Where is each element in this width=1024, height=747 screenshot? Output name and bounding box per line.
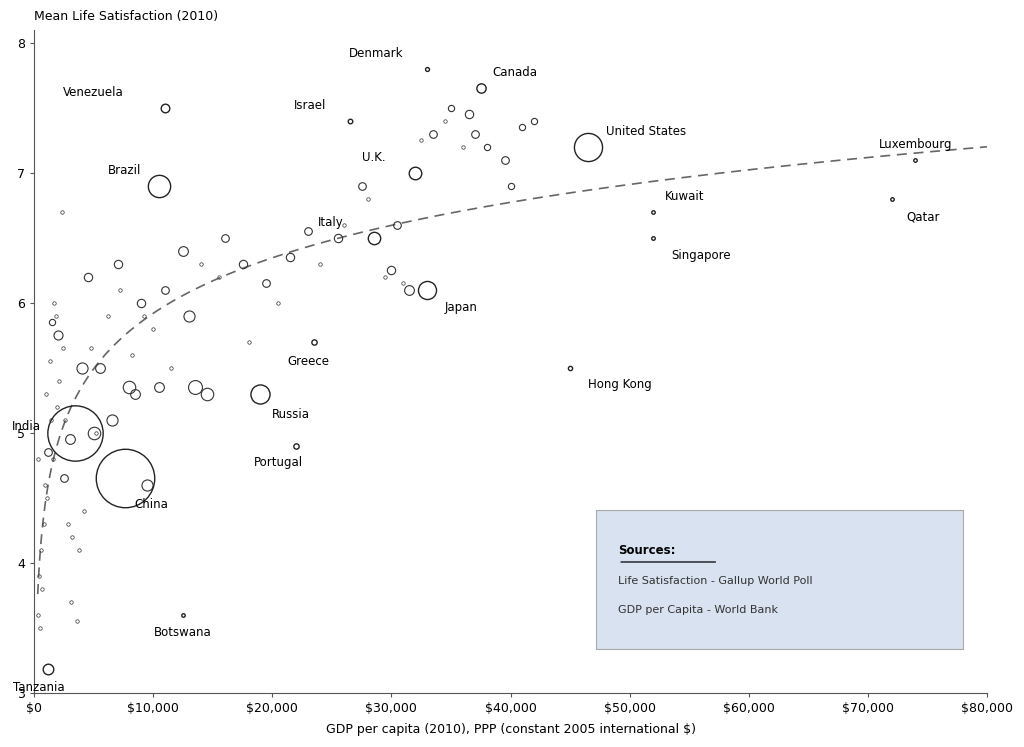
Text: Venezuela: Venezuela <box>62 86 124 99</box>
Text: Portugal: Portugal <box>254 456 303 469</box>
Text: China: China <box>134 498 168 511</box>
Text: United States: United States <box>606 125 686 137</box>
Text: Life Satisfaction - Gallup World Poll: Life Satisfaction - Gallup World Poll <box>618 576 813 586</box>
Text: Brazil: Brazil <box>108 164 141 177</box>
Text: Canada: Canada <box>493 66 538 79</box>
Text: Italy: Italy <box>318 216 344 229</box>
Text: GDP per Capita - World Bank: GDP per Capita - World Bank <box>618 604 778 615</box>
Text: Denmark: Denmark <box>349 47 403 60</box>
Text: Greece: Greece <box>287 355 329 368</box>
Text: Russia: Russia <box>272 408 310 421</box>
Text: Japan: Japan <box>445 302 478 314</box>
FancyBboxPatch shape <box>596 510 963 649</box>
Text: Mean Life Satisfaction (2010): Mean Life Satisfaction (2010) <box>34 10 218 23</box>
Text: India: India <box>12 420 41 433</box>
Text: Kuwait: Kuwait <box>666 190 705 202</box>
Text: Luxembourg: Luxembourg <box>879 137 952 151</box>
Text: Hong Kong: Hong Kong <box>588 378 651 391</box>
Text: Qatar: Qatar <box>906 211 939 223</box>
X-axis label: GDP per capita (2010), PPP (constant 2005 international $): GDP per capita (2010), PPP (constant 200… <box>326 723 695 736</box>
Text: U.K.: U.K. <box>361 151 385 164</box>
Text: Tanzania: Tanzania <box>13 681 65 694</box>
Text: Israel: Israel <box>294 99 326 112</box>
Text: Sources:: Sources: <box>618 544 676 557</box>
Text: Botswana: Botswana <box>155 626 212 639</box>
Text: Singapore: Singapore <box>672 249 731 262</box>
